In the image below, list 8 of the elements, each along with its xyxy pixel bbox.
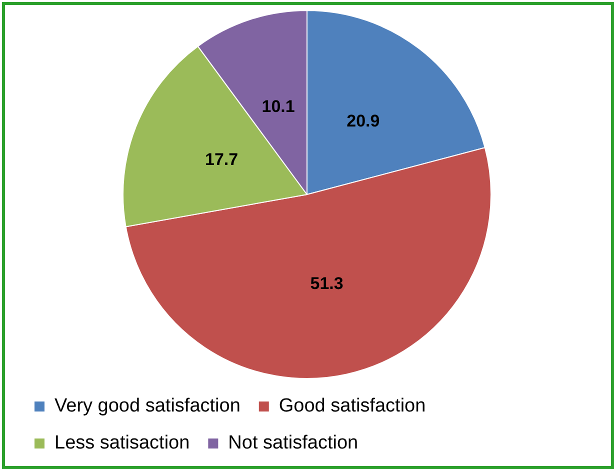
data-label: 10.1	[262, 96, 295, 116]
data-label: 17.7	[205, 150, 238, 170]
legend-label: Good satisfaction	[278, 396, 426, 417]
legend-label: Not satisfaction	[228, 432, 358, 454]
legend-label: Less satisaction	[54, 432, 190, 454]
legend-label: Very good satisfaction	[54, 396, 240, 417]
data-label: 20.9	[346, 111, 380, 130]
data-label: 51.3	[310, 274, 344, 294]
